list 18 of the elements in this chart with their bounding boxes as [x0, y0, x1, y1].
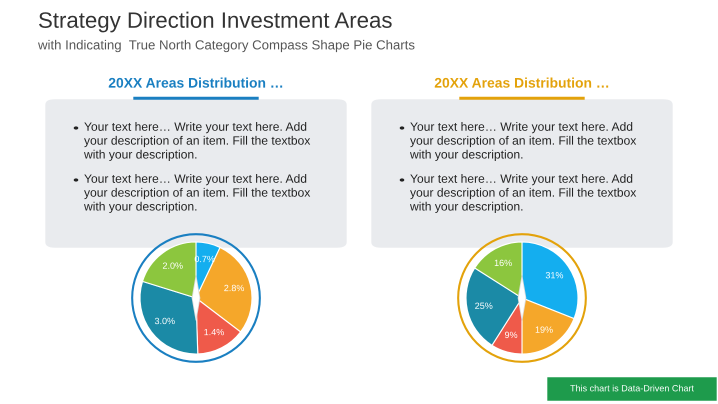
data-label: 31%: [546, 272, 564, 278]
data-label: 3.0%: [154, 318, 175, 324]
data-label: 19%: [536, 326, 553, 333]
text: Your text here… Write your text here. Add your description of an item. Fill the textbox with your description.: [410, 174, 636, 214]
data-label: 1.4%: [204, 328, 224, 336]
data-label: 16%: [494, 260, 512, 266]
text: Your text here… Write your text here. Add your description of an item. Fill the textbox with your description.: [84, 174, 310, 214]
chart-title: 20XX Areas Distribution …: [434, 78, 608, 88]
text: Your text here… Write your text here. Add your description of an item. Fill the textbox with your description.: [84, 122, 310, 162]
chart-title: 20XX Areas Distribution …: [108, 78, 282, 88]
text: This chart is Data-Driven Chart: [570, 384, 694, 392]
data-label: 2.8%: [224, 284, 244, 292]
data-label: 9%: [504, 332, 518, 338]
text: Your text here… Write your text here. Add your description of an item. Fill the textbox with your description.: [410, 122, 636, 162]
data-label: 25%: [475, 302, 492, 309]
data-label: 2.0%: [162, 262, 183, 269]
text: with Indicating True North Category Compass Shape Pie Charts: [38, 40, 414, 52]
text: Strategy Direction Investment Areas: [39, 12, 392, 32]
